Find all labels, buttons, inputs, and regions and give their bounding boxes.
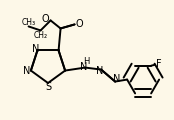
Text: O: O [76,19,83,29]
Text: CH₂: CH₂ [34,31,48,40]
Text: O: O [42,14,49,24]
Text: N: N [80,62,88,72]
Text: N: N [113,74,121,84]
Text: N: N [23,66,31,76]
Text: CH₃: CH₃ [22,18,36,27]
Text: S: S [45,82,51,92]
Text: N: N [96,66,104,76]
Text: F: F [156,59,162,69]
Text: N: N [32,44,39,54]
Text: H: H [83,57,89,66]
